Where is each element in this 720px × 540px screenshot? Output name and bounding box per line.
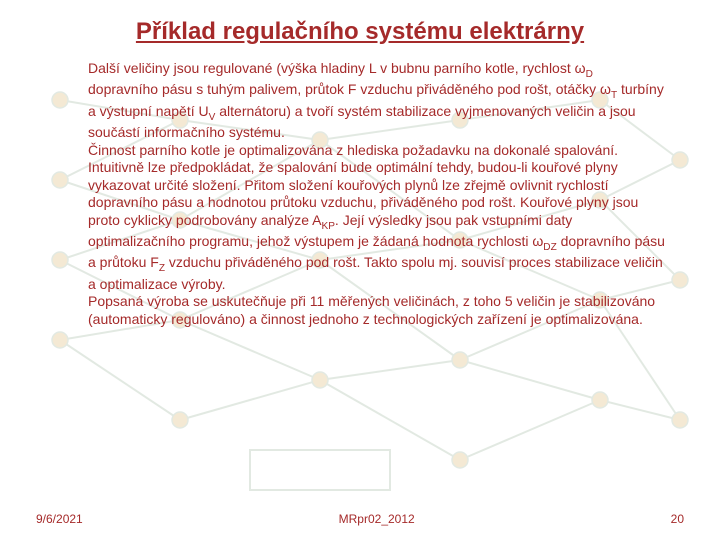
p3-sub1: KP <box>321 220 334 231</box>
footer-page: 20 <box>671 512 684 526</box>
slide-title: Příklad regulačního systému elektrárny <box>44 18 676 46</box>
paragraph-3: Intuitivně lze předpokládat, že spalován… <box>88 159 666 254</box>
p1-a: Další veličiny jsou regulované (výška hl… <box>88 60 586 76</box>
footer-ref: MRpr02_2012 <box>83 512 671 526</box>
paragraph-1: Další veličiny jsou regulované (výška hl… <box>88 60 666 142</box>
p4-b: vzduchu přiváděného pod rošt. Takto spol… <box>88 254 663 291</box>
p3-sub2: DZ <box>543 242 556 253</box>
slide-footer: 9/6/2021 MRpr02_2012 20 <box>0 512 720 526</box>
paragraph-2: Činnost parního kotle je optimalizována … <box>88 142 666 160</box>
footer-date: 9/6/2021 <box>36 512 83 526</box>
p3-c: dopravního pásu <box>557 233 665 249</box>
slide-container: Příklad regulačního systému elektrárny D… <box>0 0 720 540</box>
paragraph-4: a průtoku FZ vzduchu přiváděného pod roš… <box>88 254 666 293</box>
paragraph-5: Popsaná výroba se uskutečňuje při 11 měř… <box>88 293 666 328</box>
p1-sub1: D <box>586 69 593 80</box>
p1-b: dopravního pásu s tuhým palivem, průtok … <box>88 81 611 97</box>
p4-a: a průtoku F <box>88 254 159 270</box>
slide-body: Další veličiny jsou regulované (výška hl… <box>44 60 676 328</box>
